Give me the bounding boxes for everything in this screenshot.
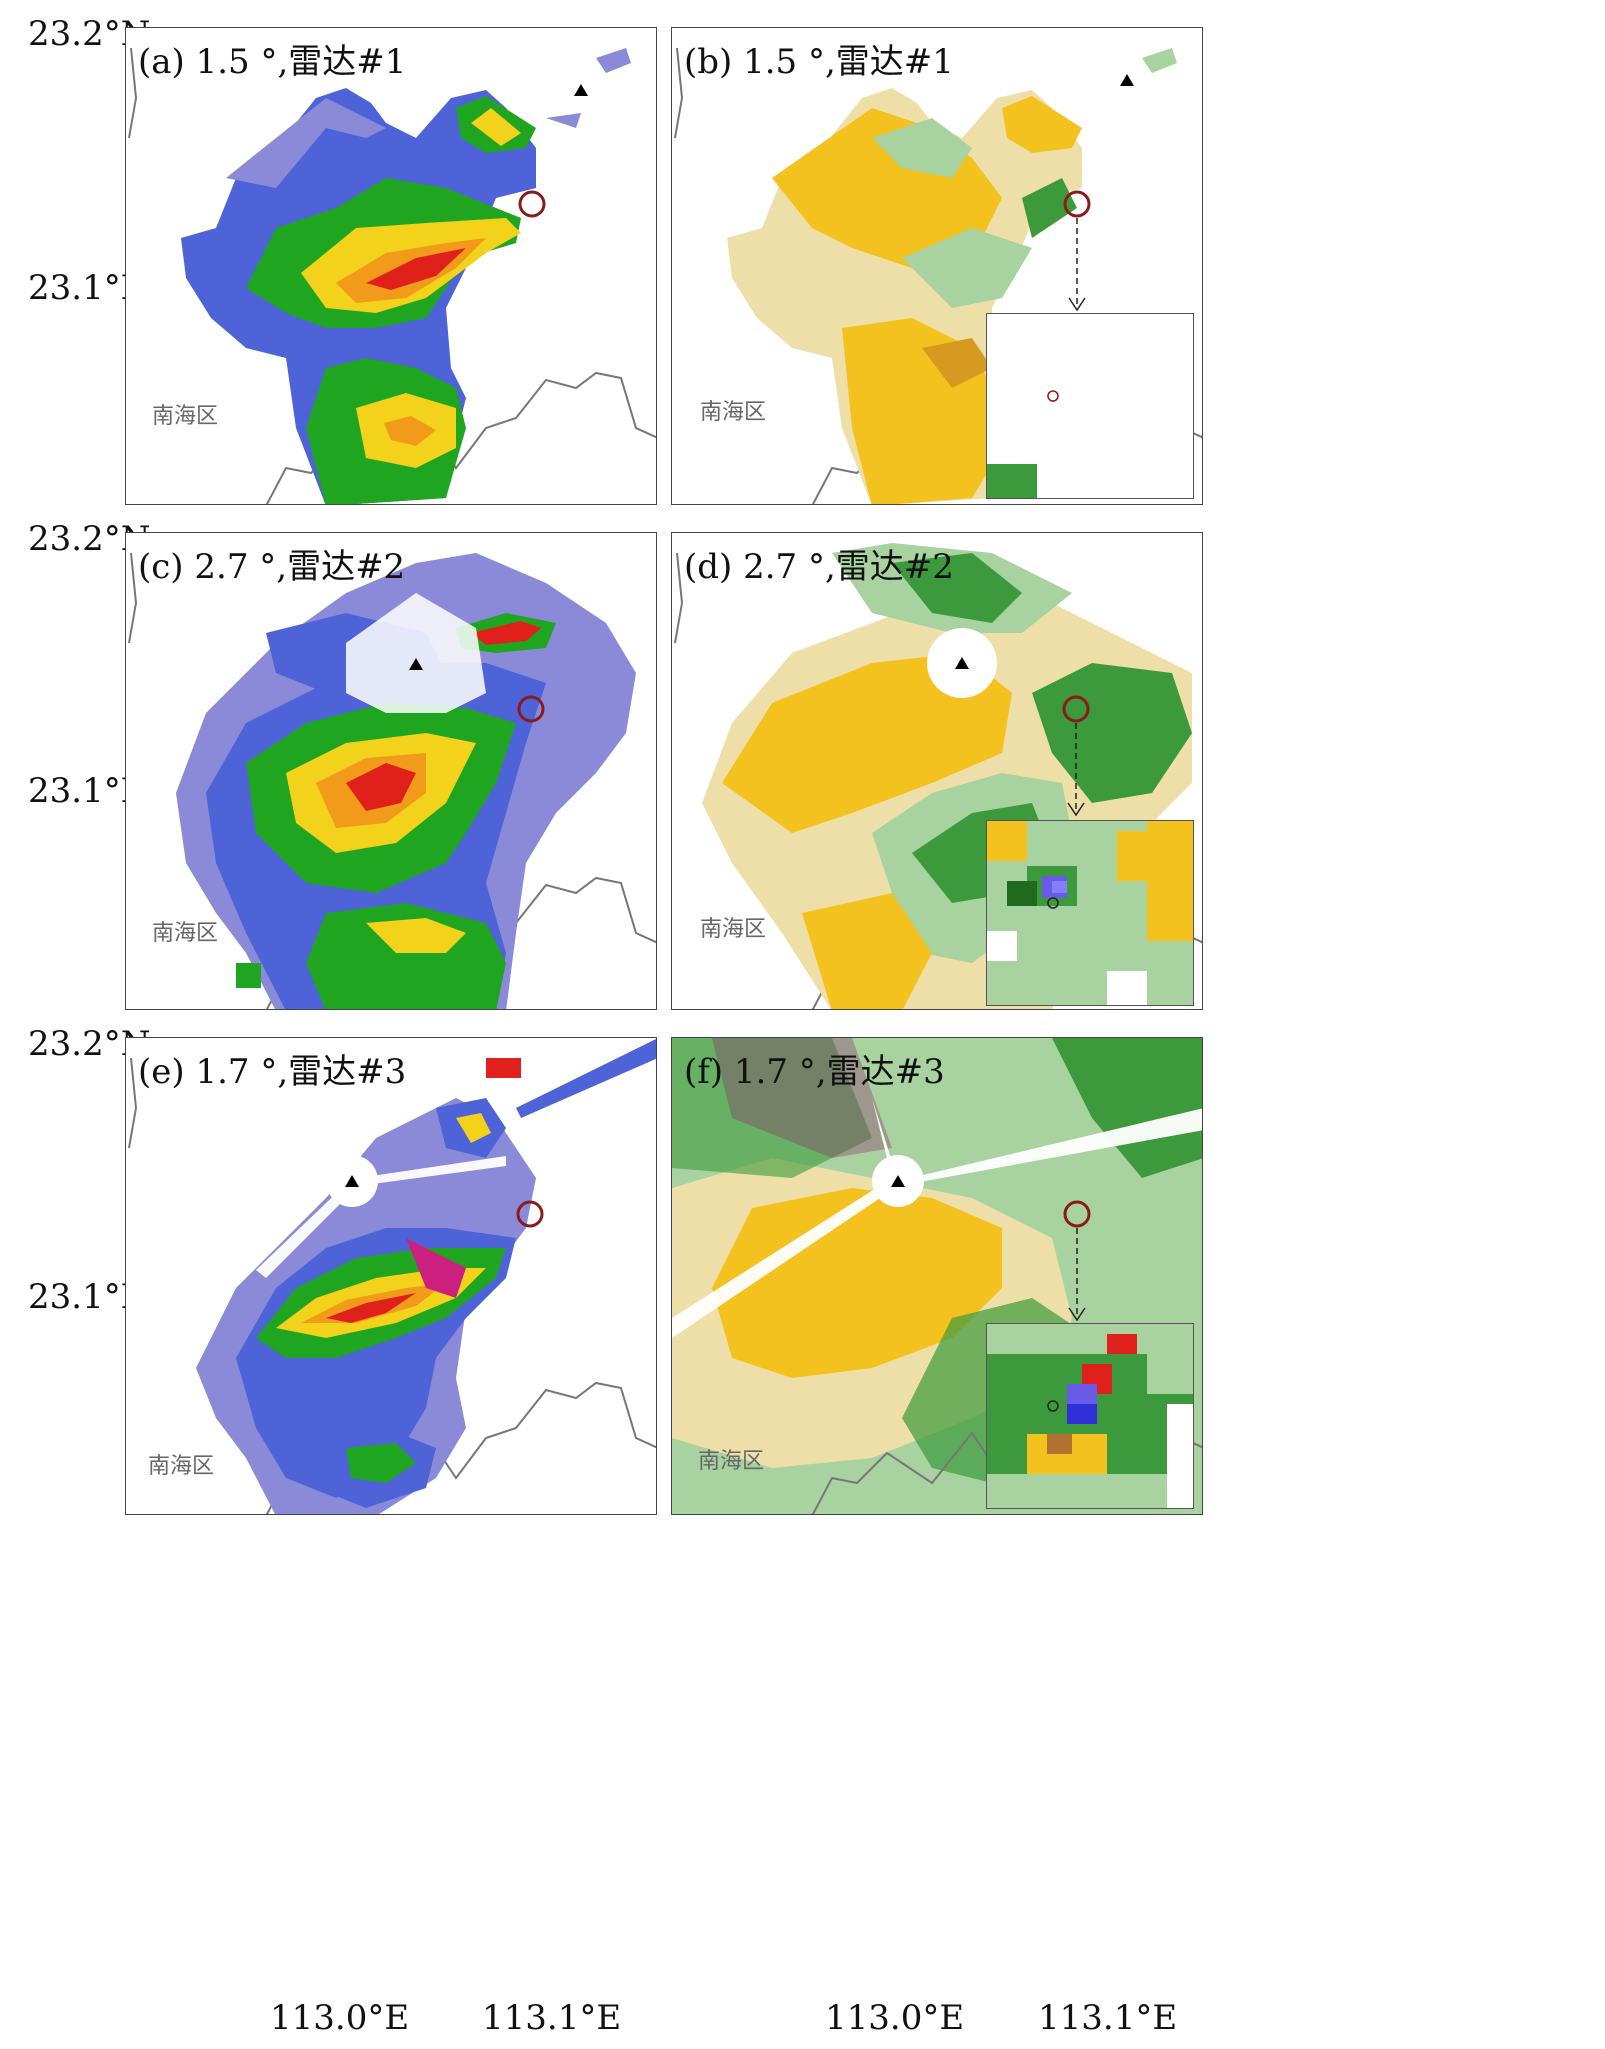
- inset-zoom-b: [986, 313, 1194, 499]
- district-label-b: 南海区: [700, 400, 767, 425]
- lon-label-113-0-right: 113.0°E: [825, 1998, 965, 2038]
- lon-label-113-1-left: 113.1°E: [482, 1998, 622, 2038]
- panel-e-label: (e) 1.7 °,雷达#3: [138, 1052, 407, 1092]
- panel-f-velocity: (f) 1.7 °,雷达#3 南海区: [671, 1037, 1203, 1515]
- panel-a-reflectivity: (a) 1.5 °,雷达#1 南海区: [125, 27, 657, 505]
- district-label-d: 南海区: [700, 917, 767, 942]
- reflectivity-field-e: [128, 1038, 656, 1514]
- panel-b-velocity: (b) 1.5 °,雷达#1 南海区: [671, 27, 1203, 505]
- inset-zoom-d: [986, 820, 1194, 1006]
- lon-label-113-0-left: 113.0°E: [270, 1998, 410, 2038]
- reflectivity-field-a: [128, 47, 656, 504]
- lon-label-113-1-right: 113.1°E: [1038, 1998, 1178, 2038]
- district-label-f: 南海区: [698, 1449, 765, 1474]
- panel-e-reflectivity: (e) 1.7 °,雷达#3 南海区: [125, 1037, 657, 1515]
- reflectivity-field-c: [128, 552, 656, 1009]
- inset-zoom-f: [986, 1323, 1194, 1509]
- district-label-c: 南海区: [152, 921, 219, 946]
- panel-c-label: (c) 2.7 °,雷达#2: [138, 547, 406, 587]
- panel-c-reflectivity: (c) 2.7 °,雷达#2 南海区: [125, 532, 657, 1010]
- district-label-a: 南海区: [152, 404, 219, 429]
- panel-f-label: (f) 1.7 °,雷达#3: [684, 1052, 945, 1092]
- panel-b-label: (b) 1.5 °,雷达#1: [684, 42, 954, 82]
- panel-a-label: (a) 1.5 °,雷达#1: [138, 42, 407, 82]
- panel-d-label: (d) 2.7 °,雷达#2: [684, 547, 954, 587]
- district-label-e: 南海区: [148, 1454, 215, 1479]
- panel-d-velocity: (d) 2.7 °,雷达#2 南海区: [671, 532, 1203, 1010]
